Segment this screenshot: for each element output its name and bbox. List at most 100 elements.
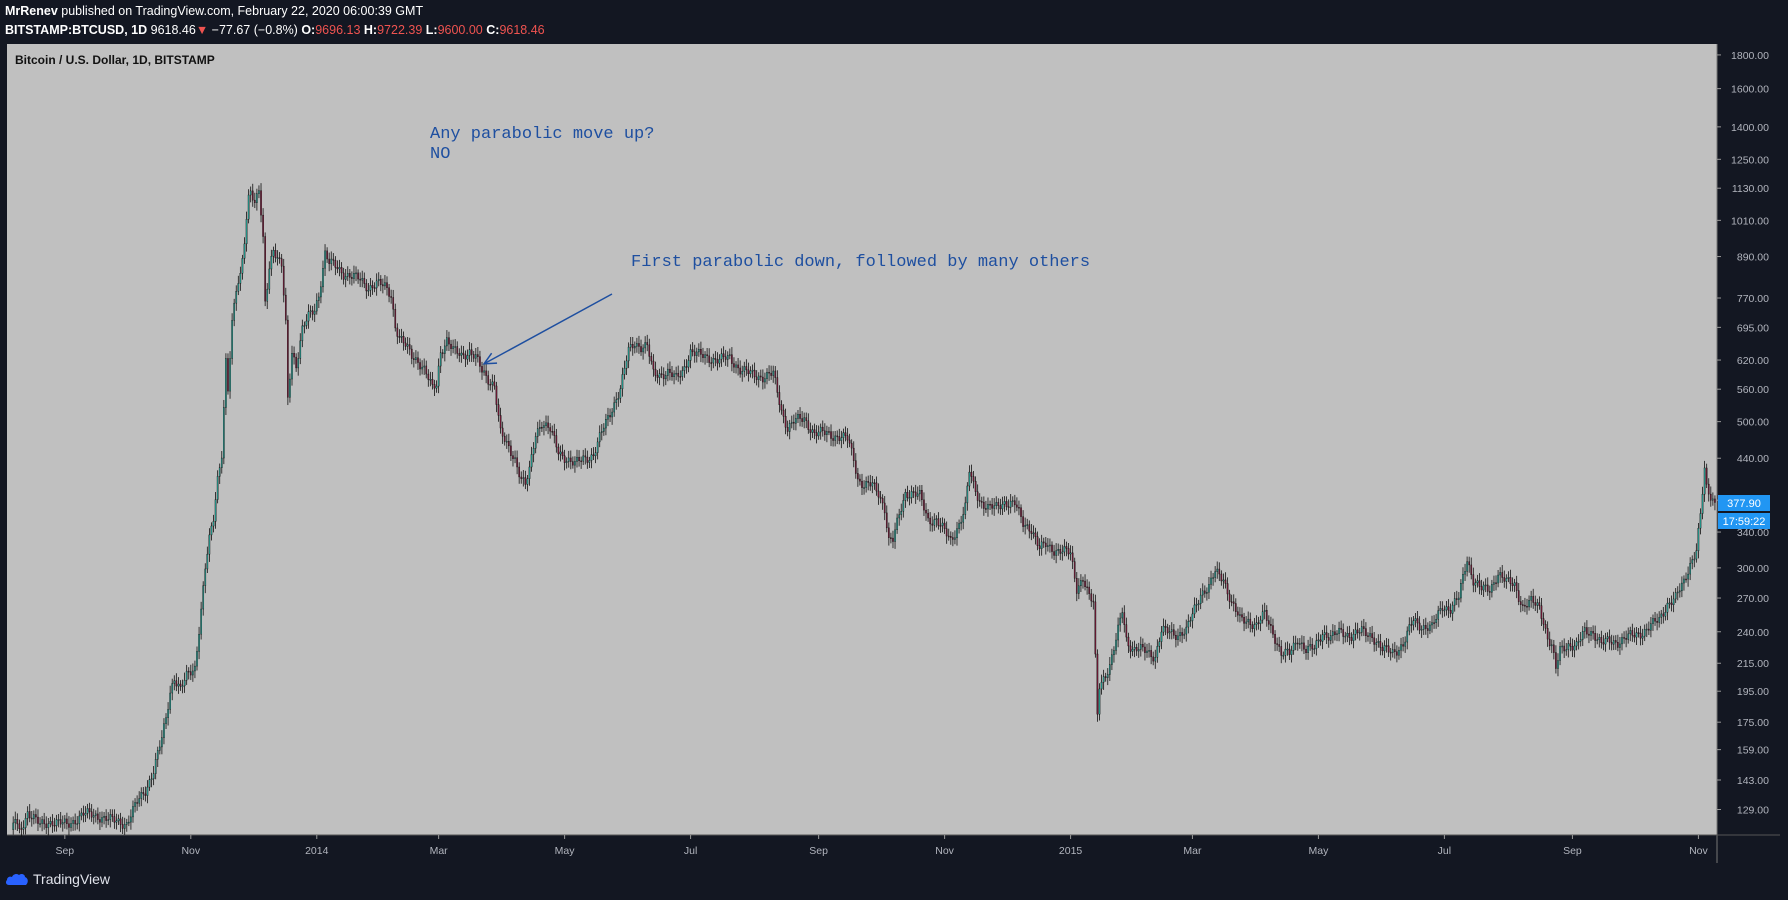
candle-up <box>483 370 485 373</box>
candle-up <box>94 813 97 816</box>
candle-down <box>671 372 673 378</box>
candle-down <box>111 814 114 817</box>
candle-down <box>867 481 870 483</box>
candle-up <box>1435 619 1437 624</box>
candle-up <box>1491 584 1493 593</box>
candle-down <box>503 435 506 442</box>
candle-down <box>1705 467 1708 485</box>
candle-up <box>1026 524 1029 526</box>
candle-down <box>999 505 1002 510</box>
candle-up <box>1208 584 1210 593</box>
candle-down <box>669 368 671 373</box>
candle-down <box>592 454 595 457</box>
tradingview-logo[interactable]: TradingView <box>5 871 110 887</box>
candle-up <box>210 525 213 536</box>
candle-up <box>1201 590 1204 596</box>
candle-up <box>576 456 578 462</box>
candle-up <box>47 823 50 828</box>
candle-up <box>1451 604 1454 614</box>
candle-up <box>1113 650 1115 656</box>
candle-down <box>66 818 68 824</box>
candle-down <box>37 816 39 824</box>
candle-up <box>421 366 423 370</box>
candle-down <box>850 442 853 449</box>
high-value: 9722.39 <box>377 23 423 37</box>
candle-down <box>553 431 556 436</box>
candle-down <box>805 417 808 421</box>
candle-up <box>1317 639 1320 642</box>
plot-area[interactable] <box>7 44 1717 835</box>
close-label: C: <box>486 23 500 37</box>
candle-down <box>739 367 741 375</box>
candle-up <box>1263 610 1266 612</box>
candle-up <box>375 280 378 289</box>
candle-down <box>90 811 93 818</box>
candle-down <box>262 214 264 237</box>
candle-up <box>683 366 686 371</box>
candle-up <box>1177 635 1179 640</box>
candle-up <box>1464 571 1466 575</box>
candle-up <box>956 528 958 539</box>
candle-down <box>914 491 917 497</box>
candle-up <box>1604 638 1607 645</box>
candle-up <box>1282 654 1285 657</box>
candle-up <box>218 467 221 477</box>
candle-down <box>1367 635 1369 637</box>
candle-up <box>270 255 273 270</box>
candle-up <box>1577 640 1580 643</box>
candle-up <box>491 381 494 385</box>
x-tick-label: Nov <box>181 845 200 857</box>
candle-down <box>1135 647 1138 652</box>
last-price-tag-text: 377.90 <box>1727 498 1761 510</box>
candle-up <box>1106 674 1109 678</box>
candles-layer <box>12 183 1716 837</box>
candle-down <box>30 817 33 820</box>
candle-up <box>960 521 962 524</box>
x-tick-label: May <box>1308 845 1329 857</box>
candle-down <box>1449 610 1452 614</box>
candle-up <box>1536 602 1539 606</box>
candle-down <box>1623 637 1625 639</box>
candle-up <box>1581 631 1584 640</box>
candle-up <box>567 457 570 462</box>
candle-down <box>1532 596 1535 603</box>
candle-up <box>1212 577 1214 579</box>
candle-down <box>952 537 954 540</box>
candle-down <box>1548 638 1551 647</box>
candle-down <box>59 819 62 825</box>
candle-down <box>1600 637 1603 643</box>
candle-down <box>336 267 339 270</box>
candle-down <box>638 343 640 347</box>
candle-down <box>1455 598 1458 600</box>
candle-up <box>1047 545 1049 547</box>
candle-down <box>287 319 289 398</box>
candle-down <box>1394 649 1396 652</box>
candle-down <box>1272 625 1274 635</box>
candle-down <box>774 370 777 378</box>
y-tick-label: 195.00 <box>1737 686 1769 698</box>
candle-down <box>801 418 803 422</box>
candle-up <box>134 802 136 807</box>
candle-down <box>1030 530 1033 534</box>
candle-up <box>272 250 275 257</box>
author-name[interactable]: MrRenev <box>5 4 58 18</box>
y-tick-label: 695.00 <box>1737 322 1769 334</box>
candle-up <box>1009 500 1012 508</box>
candle-up <box>1621 637 1623 645</box>
candle-down <box>1385 645 1388 647</box>
candle-down <box>175 680 178 687</box>
candle-up <box>840 437 843 441</box>
y-tick-label: 620.00 <box>1737 355 1769 367</box>
time-axis[interactable] <box>7 835 1717 863</box>
candle-down <box>921 489 923 501</box>
candle-up <box>212 521 215 527</box>
candle-down <box>481 366 483 373</box>
candle-up <box>1499 572 1501 576</box>
price-axis[interactable] <box>1717 44 1780 835</box>
candle-up <box>177 683 180 687</box>
candle-up <box>384 282 386 287</box>
candle-up <box>454 346 456 348</box>
candle-up <box>795 418 797 424</box>
candle-up <box>817 431 820 437</box>
